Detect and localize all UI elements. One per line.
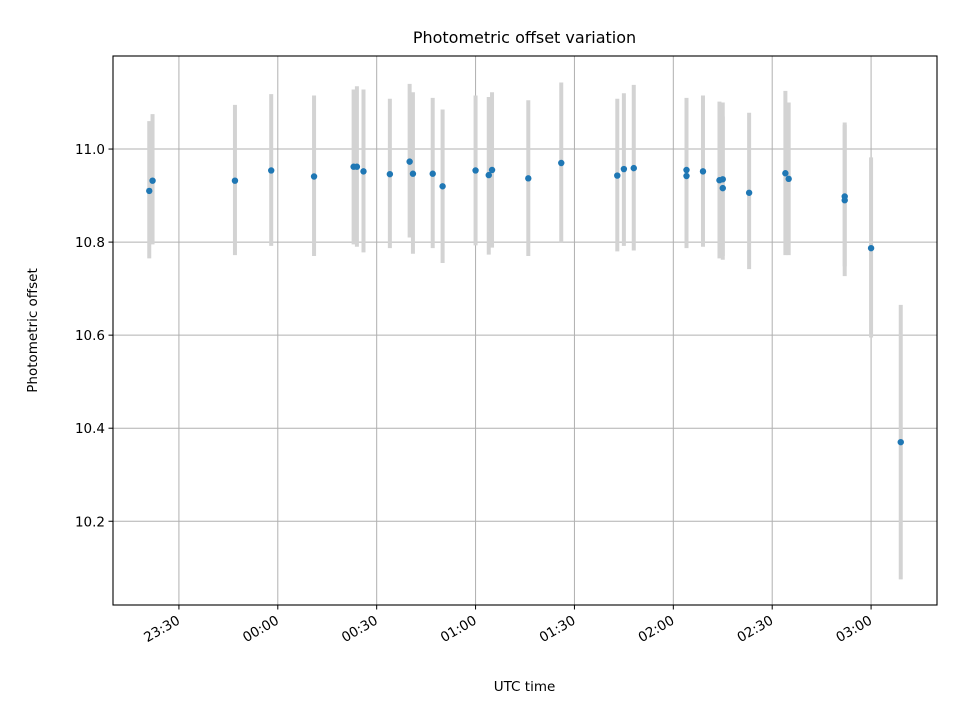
data-point: [231, 177, 239, 184]
x-tick-label: 01:30: [537, 613, 579, 646]
chart-title: Photometric offset variation: [413, 28, 636, 47]
x-tick-label: 01:00: [438, 613, 480, 646]
data-point: [782, 170, 789, 177]
data-point: [525, 175, 532, 182]
y-tick-label: 10.8: [75, 235, 105, 251]
x-tick-label: 03:00: [833, 613, 875, 646]
data-point: [488, 166, 496, 174]
data-point: [745, 189, 753, 196]
data-point: [409, 170, 417, 177]
x-tick-label: 02:30: [735, 613, 777, 646]
plot-frame: [112, 55, 938, 606]
data-point: [867, 244, 875, 252]
data-point: [630, 164, 637, 172]
data-point: [310, 173, 318, 180]
x-tick-label: 02:00: [636, 613, 678, 646]
x-axis-label: UTC time: [494, 679, 556, 695]
data-point: [485, 171, 492, 179]
y-tick-label: 10.4: [75, 421, 105, 437]
data-point: [406, 158, 413, 165]
data-points: [146, 158, 904, 446]
data-point: [149, 177, 156, 184]
error-bars: [147, 82, 903, 580]
data-point: [439, 183, 446, 190]
grid: [113, 56, 937, 605]
data-point: [386, 170, 394, 178]
data-point: [353, 163, 361, 170]
data-point: [146, 187, 153, 195]
x-tick-label: 23:30: [141, 613, 183, 646]
y-axis-label: Photometric offset: [25, 268, 41, 392]
data-point: [360, 168, 367, 175]
y-tick-label: 10.2: [75, 514, 105, 530]
x-tick-label: 00:30: [339, 613, 381, 646]
data-point: [429, 170, 436, 177]
data-point: [614, 172, 621, 179]
data-point: [620, 165, 628, 173]
x-axis-ticks: 23:30 00:00 00:30 01:00 01:30 02:00 02:30 03:00: [141, 605, 875, 646]
y-axis-ticks: 10.2 10.4 10.6 10.8 11.0: [75, 142, 113, 530]
y-tick-label: 11.0: [75, 142, 105, 158]
y-tick-label: 10.6: [75, 328, 105, 344]
data-point: [719, 184, 726, 192]
data-point: [558, 159, 565, 167]
data-point: [719, 176, 726, 183]
data-point: [683, 172, 690, 180]
x-tick-label: 00:00: [240, 613, 282, 646]
data-point: [268, 167, 275, 174]
data-point: [699, 168, 707, 175]
data-point: [841, 193, 848, 200]
data-point: [897, 438, 904, 446]
data-point: [785, 175, 792, 183]
data-point: [683, 166, 690, 174]
data-point: [472, 167, 479, 174]
